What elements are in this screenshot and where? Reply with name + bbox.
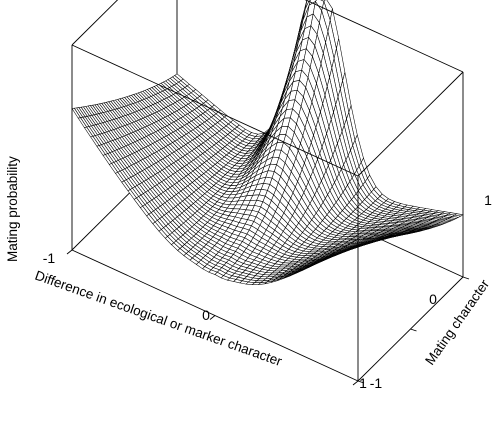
box-edge [358, 72, 463, 176]
y-tick-label-1: 1 [484, 192, 492, 208]
x-tick-label-neg1: -1 [43, 250, 56, 266]
mating-probability-surface [72, 0, 463, 285]
box-edge [72, 0, 177, 45]
y-tick-label-neg1: -1 [370, 375, 383, 391]
y-tick-mark [411, 329, 417, 331]
y-tick-label-0: 0 [429, 291, 437, 307]
x-tick-mark [210, 316, 215, 320]
z-axis-label: Mating probability [5, 156, 20, 262]
x-tick-mark [67, 250, 72, 254]
x-tick-label-1: 1 [359, 375, 367, 391]
x-tick-mark [353, 381, 358, 385]
y-tick-mark [463, 277, 469, 279]
x-tick-label-0: 0 [202, 307, 210, 323]
